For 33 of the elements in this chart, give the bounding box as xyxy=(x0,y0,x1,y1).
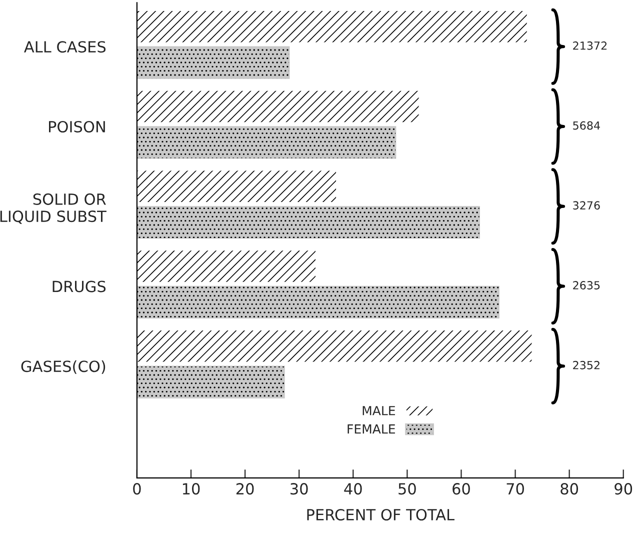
annotation: 2352 xyxy=(573,360,600,370)
y-tick-label: SOLID OR LIQUID SUBST xyxy=(0,193,106,224)
x-tick-label: 60 xyxy=(452,483,470,495)
bar xyxy=(136,250,316,283)
x-tick-label: 20 xyxy=(236,483,254,495)
x-tick-label: 40 xyxy=(344,483,362,495)
x-tick-label: 0 xyxy=(133,483,141,495)
annotation: 3276 xyxy=(573,201,600,210)
x-axis-title: PERCENT OF TOTAL xyxy=(307,508,454,521)
y-tick-label: POISON xyxy=(49,120,105,133)
y-tick-label: GASES(CO) xyxy=(21,360,106,374)
bar xyxy=(136,206,480,239)
x-tick-label: 10 xyxy=(182,483,200,495)
annotation: 21372 xyxy=(573,41,607,50)
bar xyxy=(136,170,337,203)
bar xyxy=(136,10,528,43)
bar xyxy=(136,330,532,362)
x-tick-label: 80 xyxy=(560,483,578,495)
bar xyxy=(136,126,396,159)
y-tick-label: ALL CASES xyxy=(24,41,106,53)
x-tick-label: 30 xyxy=(290,483,308,495)
x-tick-label: 70 xyxy=(506,483,524,495)
annotation: 2635 xyxy=(573,281,600,290)
y-tick-label: DRUGS xyxy=(52,280,106,292)
bar xyxy=(136,286,500,319)
bar xyxy=(136,366,285,398)
legend-label: MALE xyxy=(362,406,395,416)
bar xyxy=(136,46,290,79)
legend-label: FEMALE xyxy=(348,424,395,434)
x-tick-label: 50 xyxy=(398,483,416,495)
bar xyxy=(136,90,420,123)
annotation: 5684 xyxy=(573,121,600,130)
x-tick-label: 90 xyxy=(614,483,632,495)
